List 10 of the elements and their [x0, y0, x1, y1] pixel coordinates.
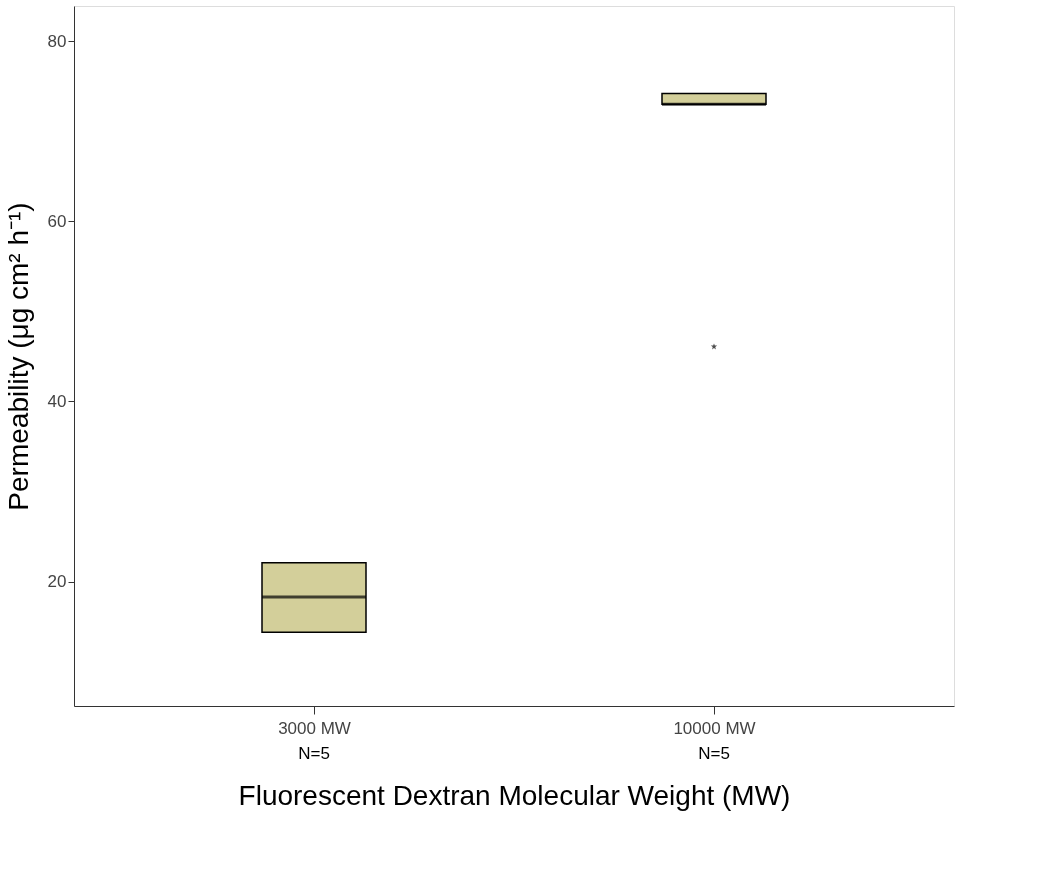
y-tick-label: 20: [47, 572, 67, 592]
x-axis-title: Fluorescent Dextran Molecular Weight (MW): [238, 779, 791, 811]
y-axis-title: Permeability (μg cm² h⁻¹): [2, 202, 34, 511]
text: N=5: [298, 744, 330, 763]
text: N=5: [698, 744, 730, 763]
x-tick-label: 10000 MW: [673, 718, 756, 738]
y-tick-label: 60: [47, 211, 67, 231]
x-tick-label: 3000 MW: [278, 718, 351, 738]
y-tick-label: 40: [47, 392, 67, 411]
y-tick-label: 80: [47, 31, 67, 51]
